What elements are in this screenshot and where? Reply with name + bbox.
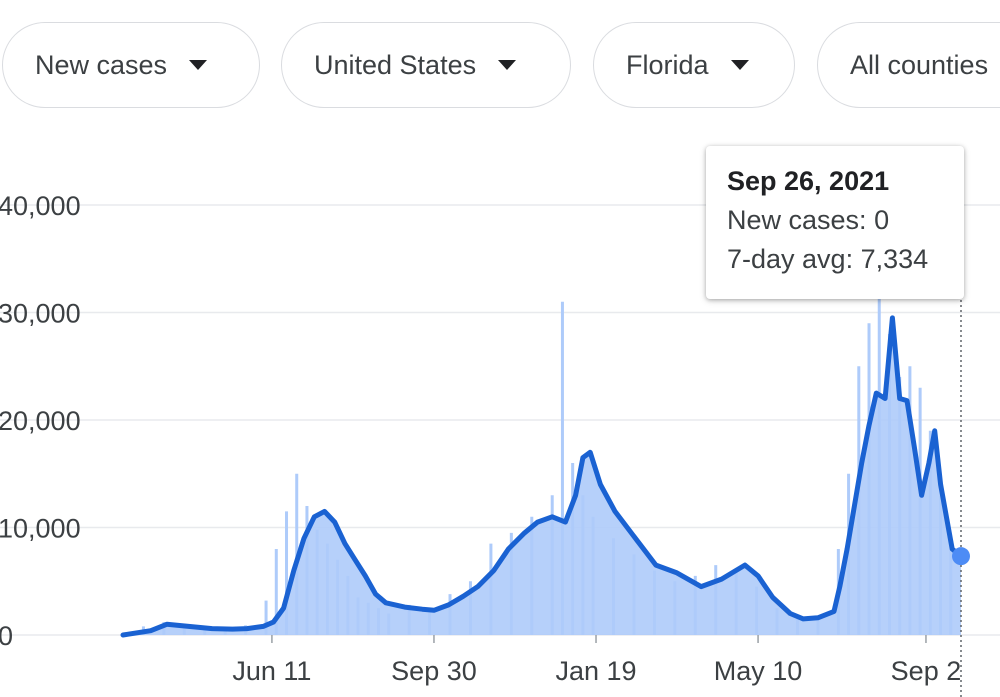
y-tick-label: 20,000: [0, 406, 81, 436]
hover-point: [952, 547, 970, 566]
county-dropdown-label: All counties: [850, 49, 989, 80]
y-tick-label: 10,000: [0, 514, 81, 544]
y-tick-label: 30,000: [0, 299, 81, 329]
metric-dropdown-label: New cases: [35, 49, 168, 80]
x-tick-label: Jan 19: [555, 656, 636, 686]
tooltip-new-cases-value: 0: [874, 205, 890, 235]
tooltip-avg-label: 7-day avg: [727, 244, 846, 274]
caret-down-icon: [189, 60, 208, 70]
metric-dropdown[interactable]: New cases: [2, 22, 260, 108]
state-dropdown-label: Florida: [626, 49, 709, 80]
y-axis: 0 10,000 20,000 30,000 40,000: [0, 191, 81, 651]
x-axis: Jun 11 Sep 30 Jan 19 May 10 Sep 2: [232, 635, 961, 686]
tooltip-new-cases: New cases: 0: [727, 205, 890, 235]
x-tick-label: Sep 30: [391, 656, 477, 686]
tooltip-avg-value: 7,334: [860, 244, 929, 274]
country-dropdown-label: United States: [314, 49, 477, 80]
y-tick-label: 40,000: [0, 191, 81, 221]
new-cases-bar: [274, 549, 278, 635]
state-dropdown[interactable]: Florida: [593, 22, 795, 108]
tooltip-date: Sep 26, 2021: [727, 166, 890, 196]
seven-day-avg-layer: [120, 315, 964, 638]
x-tick-label: Jun 11: [232, 656, 311, 686]
cases-chart[interactable]: 0 10,000 20,000 30,000 40,000 Jun 11 Sep 30 Ja…: [0, 130, 1000, 697]
caret-down-icon: [498, 60, 517, 70]
caret-down-icon: [730, 60, 749, 70]
y-tick-label: 0: [0, 621, 13, 651]
county-dropdown[interactable]: All counties: [817, 22, 1000, 108]
new-cases-bar: [560, 301, 564, 635]
seven-day-avg-line: [120, 315, 964, 638]
hover-marker: [952, 170, 970, 697]
tooltip-new-cases-label: New cases: [727, 205, 860, 235]
avg-area-fill: [123, 317, 961, 635]
new-cases-bar: [285, 511, 289, 635]
chart-tooltip: Sep 26, 2021 New cases: 0 7-day avg: 7,3…: [706, 146, 964, 299]
country-dropdown[interactable]: United States: [281, 22, 571, 108]
x-tick-label: Sep 2: [891, 656, 962, 686]
new-cases-bar: [264, 600, 268, 635]
tooltip-avg: 7-day avg: 7,334: [727, 244, 929, 274]
filter-bar: New cases United States Florida All coun…: [0, 0, 1000, 130]
x-tick-label: May 10: [714, 656, 803, 686]
